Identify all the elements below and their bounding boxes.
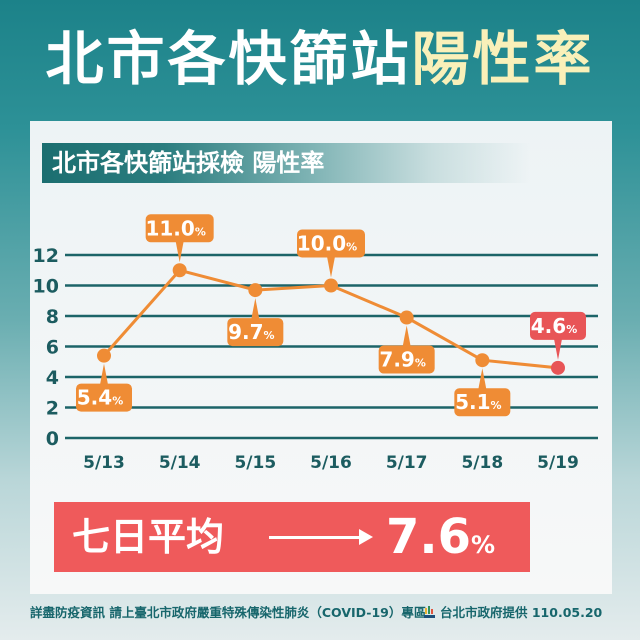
x-tick-label: 5/18	[461, 453, 503, 473]
y-tick-label: 0	[46, 428, 59, 450]
label-pointer	[402, 325, 411, 347]
label-pointer	[251, 298, 260, 320]
x-tick-label: 5/14	[159, 453, 201, 473]
data-point-marker	[248, 283, 263, 298]
data-label: 9.7%	[228, 320, 274, 344]
average-value: 7.6%	[386, 509, 496, 565]
footer: 詳盡防疫資訊 請上臺北市政府嚴重特殊傳染性肺炎（COVID-19）專區 台北市政…	[0, 598, 640, 628]
data-label-box	[378, 345, 435, 374]
seven-day-average-banner: 七日平均 7.6%	[54, 502, 530, 572]
y-tick-label: 2	[46, 398, 59, 420]
data-label: 5.4%	[77, 386, 123, 410]
right-arrow-icon	[269, 529, 373, 545]
label-pointer	[554, 338, 562, 360]
label-pointer	[327, 256, 335, 278]
data-label-box	[530, 311, 586, 340]
label-pointer	[478, 368, 487, 390]
data-point-marker	[172, 263, 187, 278]
data-point-marker	[324, 278, 338, 293]
data-label-box	[76, 383, 132, 412]
x-tick-label: 5/16	[310, 453, 352, 473]
data-point-marker	[475, 353, 490, 368]
data-label: 4.6%	[531, 314, 577, 338]
title-highlight: 陽性率	[411, 25, 595, 93]
x-tick-label: 5/19	[537, 453, 579, 473]
title-main: 北市各快篩站	[45, 25, 412, 93]
data-label: 10.0%	[297, 232, 357, 256]
data-label-box	[145, 214, 214, 243]
data-label: 7.9%	[379, 348, 425, 372]
footer-note: 詳盡防疫資訊 請上臺北市政府嚴重特殊傳染性肺炎（COVID-19）專區	[30, 605, 427, 620]
line-chart: 0 2 4 6 8 10 12 5/13 5/14 5/15 5/16 5/17 5/18 5/19 5.4…	[33, 214, 598, 473]
x-tick-label: 5/17	[386, 453, 428, 473]
x-tick-label: 5/15	[234, 453, 276, 473]
y-tick-label: 12	[33, 245, 59, 267]
data-label: 5.1%	[455, 390, 501, 414]
y-tick-label: 6	[46, 337, 59, 359]
data-label-box	[297, 229, 365, 258]
y-tick-label: 10	[33, 276, 59, 298]
subtitle-bar: 北市各快篩站採檢 陽性率	[42, 143, 530, 183]
taipei-logo-icon	[424, 606, 435, 618]
label-pointer	[175, 241, 184, 263]
x-tick-label: 5/13	[83, 453, 125, 473]
data-label: 11.0%	[145, 216, 205, 240]
label-pointer	[100, 363, 108, 385]
footer-credit: 台北市政府提供 110.05.20	[440, 605, 603, 620]
data-point-marker	[399, 310, 414, 325]
chart-subtitle: 北市各快篩站採檢 陽性率	[52, 149, 325, 177]
data-label-box	[454, 388, 511, 417]
data-label-box	[227, 318, 284, 347]
y-tick-label: 8	[46, 306, 59, 328]
data-point-marker	[551, 360, 565, 375]
average-label: 七日平均	[72, 515, 225, 559]
page-title: 北市各快篩站陽性率	[0, 26, 640, 92]
y-tick-label: 4	[46, 367, 59, 389]
data-point-marker	[97, 348, 111, 363]
